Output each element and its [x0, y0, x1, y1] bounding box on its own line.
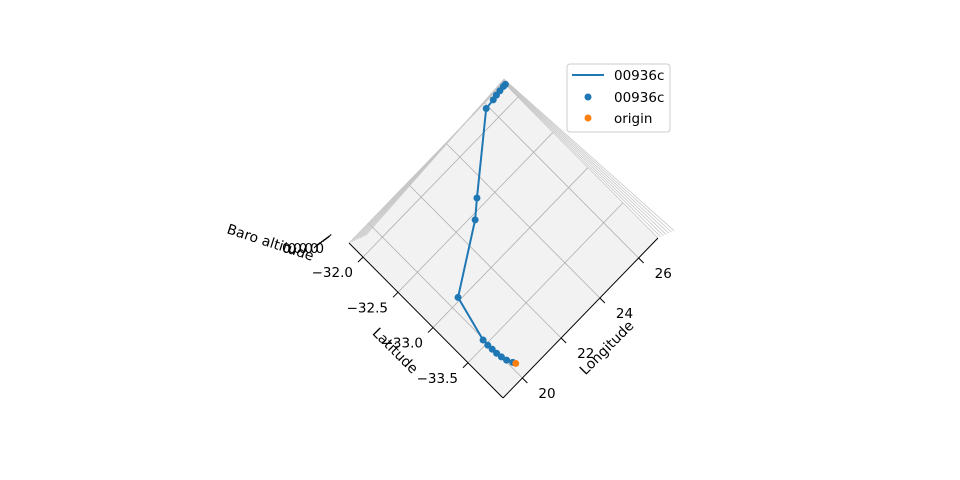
legend-label-line: 00936c [614, 68, 664, 84]
latitude-grid-line [467, 202, 624, 364]
floor-pane [349, 83, 658, 398]
track-point [479, 336, 487, 344]
longitude-tick-label: 22 [577, 346, 594, 362]
track-point [473, 194, 481, 202]
altitude-tick-cluster: 0000000 [282, 234, 332, 257]
latitude-tick-label: −32.5 [347, 300, 388, 316]
track-point [503, 356, 511, 364]
legend-origin-swatch [584, 114, 592, 122]
track-point [471, 216, 479, 224]
legend-label-marker: 00936c [614, 90, 664, 106]
latitude-tick-label: −33.0 [382, 336, 423, 352]
track-point [484, 341, 492, 349]
latitude-grid-line [432, 167, 589, 328]
altitude-axis: 0000000 [282, 78, 675, 257]
track-point [501, 80, 509, 88]
latitude-tick-label: −32.0 [312, 265, 353, 281]
wall-edge-line [364, 78, 675, 237]
longitude-axis-line [502, 237, 659, 399]
track-point [482, 105, 490, 113]
latitude-tick-label: −33.5 [417, 371, 458, 387]
origin-point [512, 359, 520, 367]
tick-labels: 20 22 24 26 −32.0 −32.5 −33.0 −33.5 [312, 256, 672, 402]
legend-frame [566, 63, 671, 133]
longitude-grid-line [484, 102, 639, 259]
latitude-axis-line [348, 242, 504, 399]
longitude-grid-line [445, 142, 601, 299]
latitude-grid-line [362, 96, 519, 258]
longitude-tick-label: 20 [538, 386, 555, 402]
latitude-tick-mark [427, 327, 434, 333]
track-point [497, 353, 505, 361]
wall-edge-line [359, 79, 670, 239]
longitude-tick-mark [638, 257, 644, 264]
latitude-tick-mark [392, 291, 399, 298]
longitude-tick-mark [599, 297, 606, 304]
longitude-tick-label: 24 [616, 306, 633, 322]
longitude-tick-mark [522, 377, 528, 384]
data-layer [454, 80, 520, 367]
longitude-tick-label: 26 [655, 266, 672, 282]
axes [348, 237, 659, 399]
track-point [454, 293, 462, 301]
altitude-tick-labels: 0000000 [282, 241, 324, 257]
wall-edge-line [356, 80, 667, 240]
longitude-grid-line [406, 182, 562, 339]
legend-label-origin: origin [614, 111, 652, 127]
longitude-tick-mark [560, 337, 567, 344]
legend-marker-swatch [584, 93, 592, 101]
latitude-tick-mark [357, 256, 364, 263]
legend: 00936c 00936c origin [566, 63, 671, 133]
latitude-tick-mark [462, 362, 469, 369]
plot-pane [349, 83, 658, 398]
altitude-tick-mark [326, 234, 332, 239]
wall-edge-line [362, 79, 672, 238]
